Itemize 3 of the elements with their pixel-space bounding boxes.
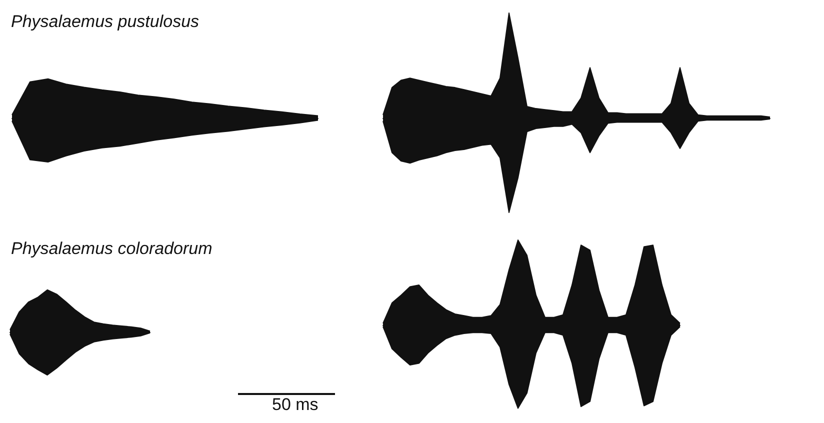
text: 50 ms	[272, 395, 318, 414]
chart-title: Physalaemus pustulosus	[11, 12, 200, 31]
chart-title: Physalaemus coloradorum	[11, 239, 212, 258]
